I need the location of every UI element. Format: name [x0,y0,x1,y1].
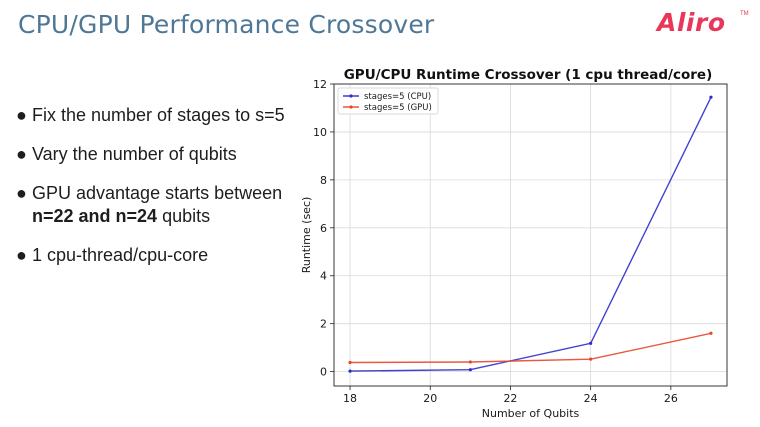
x-tick-label: 18 [343,392,357,405]
legend-marker-1 [349,105,353,109]
bullet-item: ● GPU advantage starts between n=22 and n… [16,182,306,228]
legend-box [337,87,439,115]
bullet-dot-icon: ● [16,245,27,265]
y-tick-label: 12 [313,78,327,91]
x-tick-label: 20 [423,392,437,405]
legend-label-0: stages=5 (CPU) [364,92,431,102]
plot-area [334,84,727,386]
bullet-list: ● Fix the number of stages to s=5 ● Vary th… [16,104,306,283]
bullet-dot-icon: ● [16,144,27,164]
plot-frame [333,83,728,387]
y-tick-label: 10 [313,126,327,139]
x-tick-label: 26 [664,392,678,405]
bullet-item: ● Fix the number of stages to s=5 [16,104,306,127]
slide-title: CPU/GPU Performance Crossover [18,10,435,39]
bullet-emphasis: n=22 and n=24 [32,206,158,226]
y-tick-label: 0 [320,366,327,379]
x-tick-label: 22 [503,392,517,405]
bullet-text: Fix the number of stages to s=5 [32,105,285,125]
legend-label-1: stages=5 (GPU) [364,103,432,113]
y-tick-label: 6 [320,222,327,235]
y-axis-label: Runtime (sec) [300,197,313,274]
y-tick-label: 8 [320,174,327,187]
bullet-text: qubits [157,206,211,226]
bullet-text: Vary the number of qubits [32,144,237,164]
bullet-dot-icon: ● [16,105,27,125]
data-point-0 [468,368,472,372]
logo-trademark: TM [740,11,749,17]
y-tick-label: 4 [320,270,327,283]
aliro-logo: Aliro [657,8,726,37]
bullet-dot-icon: ● [16,183,27,203]
bullet-item: ● 1 cpu-thread/cpu-core [16,244,306,267]
legend-marker-0 [349,94,353,98]
data-point-1 [468,360,472,364]
series-line-1 [349,332,712,364]
data-point-0 [709,95,713,99]
y-tick-label: 2 [320,318,327,331]
series-line-0 [349,96,712,372]
data-point-0 [348,369,352,373]
data-point-0 [589,341,593,345]
bullet-text: 1 cpu-thread/cpu-core [32,245,209,265]
bullet-text: GPU advantage starts between [32,183,283,203]
data-point-1 [348,360,352,365]
bullet-item: ● Vary the number of qubits [16,143,306,166]
data-point-1 [709,331,713,335]
data-point-1 [589,357,593,361]
chart-title: GPU/CPU Runtime Crossover (1 cpu thread/… [344,67,713,83]
x-axis-label: Number of Qubits [482,407,580,420]
x-tick-label: 24 [584,392,598,405]
